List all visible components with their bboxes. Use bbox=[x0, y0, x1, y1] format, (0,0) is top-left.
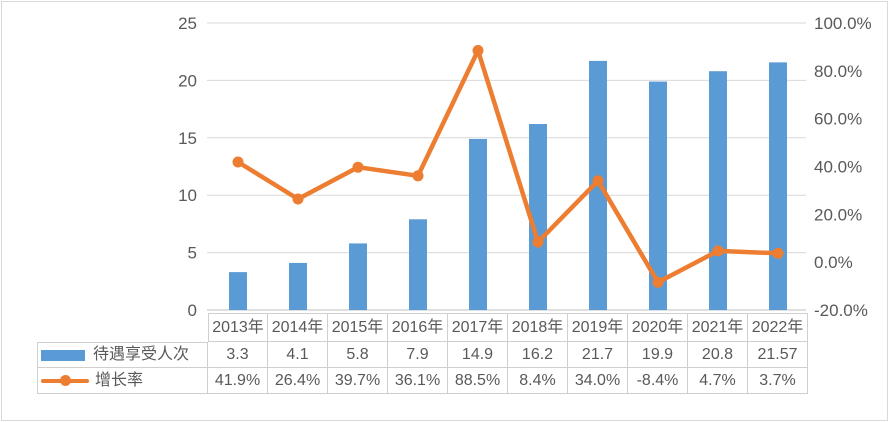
line-point-marker bbox=[712, 245, 724, 257]
right-axis-tick-label: 100.0% bbox=[814, 14, 872, 33]
left-axis-tick-label: 0 bbox=[188, 301, 197, 320]
year-header-cell: 2014年 bbox=[268, 313, 328, 342]
bar bbox=[229, 272, 247, 310]
line-point-marker bbox=[352, 161, 364, 173]
value-cell: 34.0% bbox=[568, 368, 628, 394]
value-cell: 41.9% bbox=[208, 368, 268, 394]
bar bbox=[409, 219, 427, 310]
bar bbox=[289, 262, 307, 310]
left-axis-tick-label: 25 bbox=[178, 14, 197, 33]
line-point-marker bbox=[232, 156, 244, 168]
value-cell: 4.1 bbox=[268, 342, 328, 368]
value-cell: 3.7% bbox=[748, 368, 808, 394]
left-axis-tick-label: 15 bbox=[178, 129, 197, 148]
value-cell: 14.9 bbox=[448, 342, 508, 368]
right-axis-tick-label: 60.0% bbox=[814, 110, 862, 129]
value-cell: 26.4% bbox=[268, 368, 328, 394]
bar bbox=[349, 243, 367, 310]
line-point-marker bbox=[532, 236, 544, 248]
line-point-marker bbox=[772, 247, 784, 259]
data-table: 待遇享受人次 增长率 2013年 2014年 2015年 2016年 2017年 2018… bbox=[37, 313, 808, 394]
value-cell: 8.4% bbox=[508, 368, 568, 394]
value-cell: 4.7% bbox=[688, 368, 748, 394]
line-point-marker bbox=[592, 175, 604, 187]
line-point-marker bbox=[652, 276, 664, 288]
legend-item-line-series: 增长率 bbox=[37, 368, 208, 394]
left-axis-tick-label: 5 bbox=[188, 244, 197, 263]
year-header-cell: 2021年 bbox=[688, 313, 748, 342]
line-point-marker bbox=[292, 193, 304, 205]
year-header-cell: 2018年 bbox=[508, 313, 568, 342]
year-header-cell: 2019年 bbox=[568, 313, 628, 342]
value-cell: -8.4% bbox=[628, 368, 688, 394]
value-cell: 19.9 bbox=[628, 342, 688, 368]
bar bbox=[709, 71, 727, 310]
bar-series-swatch-icon bbox=[41, 349, 85, 361]
bar bbox=[469, 138, 487, 310]
bar bbox=[769, 62, 787, 310]
value-cell: 21.7 bbox=[568, 342, 628, 368]
value-cell: 39.7% bbox=[328, 368, 388, 394]
value-cell: 21.57 bbox=[748, 342, 808, 368]
year-header-cell: 2017年 bbox=[448, 313, 508, 342]
left-axis-tick-label: 10 bbox=[178, 186, 197, 205]
year-header-cell: 2022年 bbox=[748, 313, 808, 342]
right-axis-tick-label: 0.0% bbox=[814, 253, 853, 272]
year-header-cell: 2020年 bbox=[628, 313, 688, 342]
legend-item-bar-series: 待遇享受人次 bbox=[37, 342, 208, 368]
value-cell: 3.3 bbox=[208, 342, 268, 368]
line-series-swatch-icon bbox=[41, 374, 89, 387]
right-axis-tick-label: 80.0% bbox=[814, 62, 862, 81]
value-cell: 36.1% bbox=[388, 368, 448, 394]
table-corner-spacer bbox=[37, 313, 208, 342]
right-axis-tick-label: 40.0% bbox=[814, 158, 862, 177]
bar bbox=[649, 81, 667, 310]
value-cell: 88.5% bbox=[448, 368, 508, 394]
right-axis-tick-label: -20.0% bbox=[814, 301, 868, 320]
value-cell: 5.8 bbox=[328, 342, 388, 368]
line-point-marker bbox=[412, 170, 424, 182]
right-axis-tick-label: 20.0% bbox=[814, 205, 862, 224]
value-cell: 16.2 bbox=[508, 342, 568, 368]
left-axis-tick-label: 20 bbox=[178, 71, 197, 90]
line-series bbox=[235, 48, 781, 285]
year-header-cell: 2016年 bbox=[388, 313, 448, 342]
year-header-cell: 2013年 bbox=[208, 313, 268, 342]
line-point-marker bbox=[472, 45, 484, 56]
year-header-cell: 2015年 bbox=[328, 313, 388, 342]
bar-series-label: 待遇享受人次 bbox=[93, 346, 190, 363]
bar bbox=[529, 124, 547, 310]
line-series-label: 增长率 bbox=[95, 371, 144, 389]
value-cell: 7.9 bbox=[388, 342, 448, 368]
value-cell: 20.8 bbox=[688, 342, 748, 368]
